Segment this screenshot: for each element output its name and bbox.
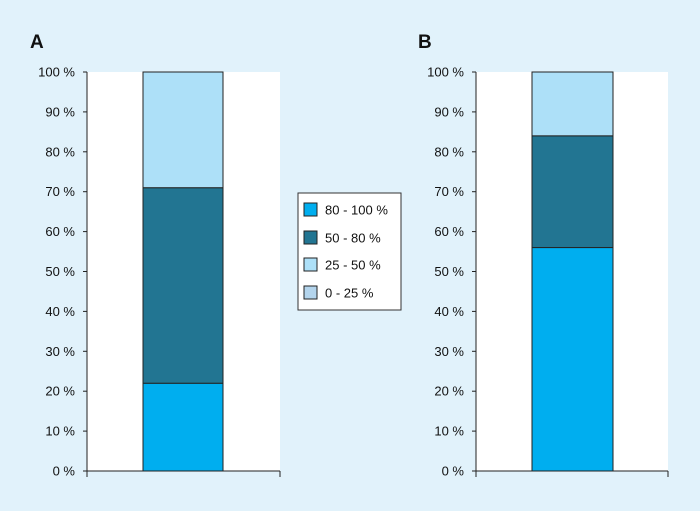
legend-swatch: [303, 230, 318, 245]
panel-a: A 0 % 10 % 20 % 30 % 40 % 50 % 60 % 70 % 80 % 90 %…: [30, 32, 281, 479]
y-tick-label: 80 %: [434, 144, 464, 159]
bar-segment: [531, 247, 614, 472]
legend: 80 - 100 % 50 - 80 % 25 - 50 % 0 - 25 %: [297, 192, 402, 311]
y-tick-label: 10 %: [45, 424, 75, 439]
y-tick-label: 90 %: [45, 104, 75, 119]
bar-segment: [142, 187, 224, 384]
y-tick-label: 100 %: [427, 65, 464, 80]
panel-label: A: [30, 32, 44, 53]
bar-segment: [531, 71, 614, 137]
y-tick-label: 30 %: [434, 344, 464, 359]
legend-item-label: 80 - 100 %: [325, 203, 388, 218]
y-tick-label: 90 %: [434, 104, 464, 119]
legend-swatch: [303, 202, 318, 217]
y-tick-label: 50 %: [45, 264, 75, 279]
y-tick-label: 20 %: [434, 384, 464, 399]
bar-segment: [142, 382, 224, 472]
y-tick-label: 20 %: [45, 384, 75, 399]
y-tick-label: 60 %: [45, 224, 75, 239]
y-tick-label: 0 %: [53, 464, 76, 479]
y-tick-label: 50 %: [434, 264, 464, 279]
legend-swatch: [303, 285, 318, 300]
y-tick-label: 70 %: [434, 184, 464, 199]
y-tick-label: 60 %: [434, 224, 464, 239]
legend-swatch: [303, 257, 318, 272]
legend-item-label: 0 - 25 %: [325, 286, 374, 301]
bar-segment: [142, 71, 224, 189]
y-tick-label: 40 %: [45, 304, 75, 319]
y-tick-label: 0 %: [442, 464, 465, 479]
bar-segment: [531, 135, 614, 249]
panel-b: B 0 % 10 % 20 % 30 % 40 % 50 % 60 % 70 % 80 % 90 %…: [418, 32, 669, 479]
legend-item-label: 50 - 80 %: [325, 231, 381, 246]
y-tick-label: 70 %: [45, 184, 75, 199]
y-tick-label: 100 %: [38, 65, 75, 80]
y-tick-label: 80 %: [45, 144, 75, 159]
y-tick-label: 40 %: [434, 304, 464, 319]
panel-label: B: [418, 32, 432, 53]
legend-item-label: 25 - 50 %: [325, 258, 381, 273]
y-tick-label: 10 %: [434, 424, 464, 439]
y-tick-label: 30 %: [45, 344, 75, 359]
